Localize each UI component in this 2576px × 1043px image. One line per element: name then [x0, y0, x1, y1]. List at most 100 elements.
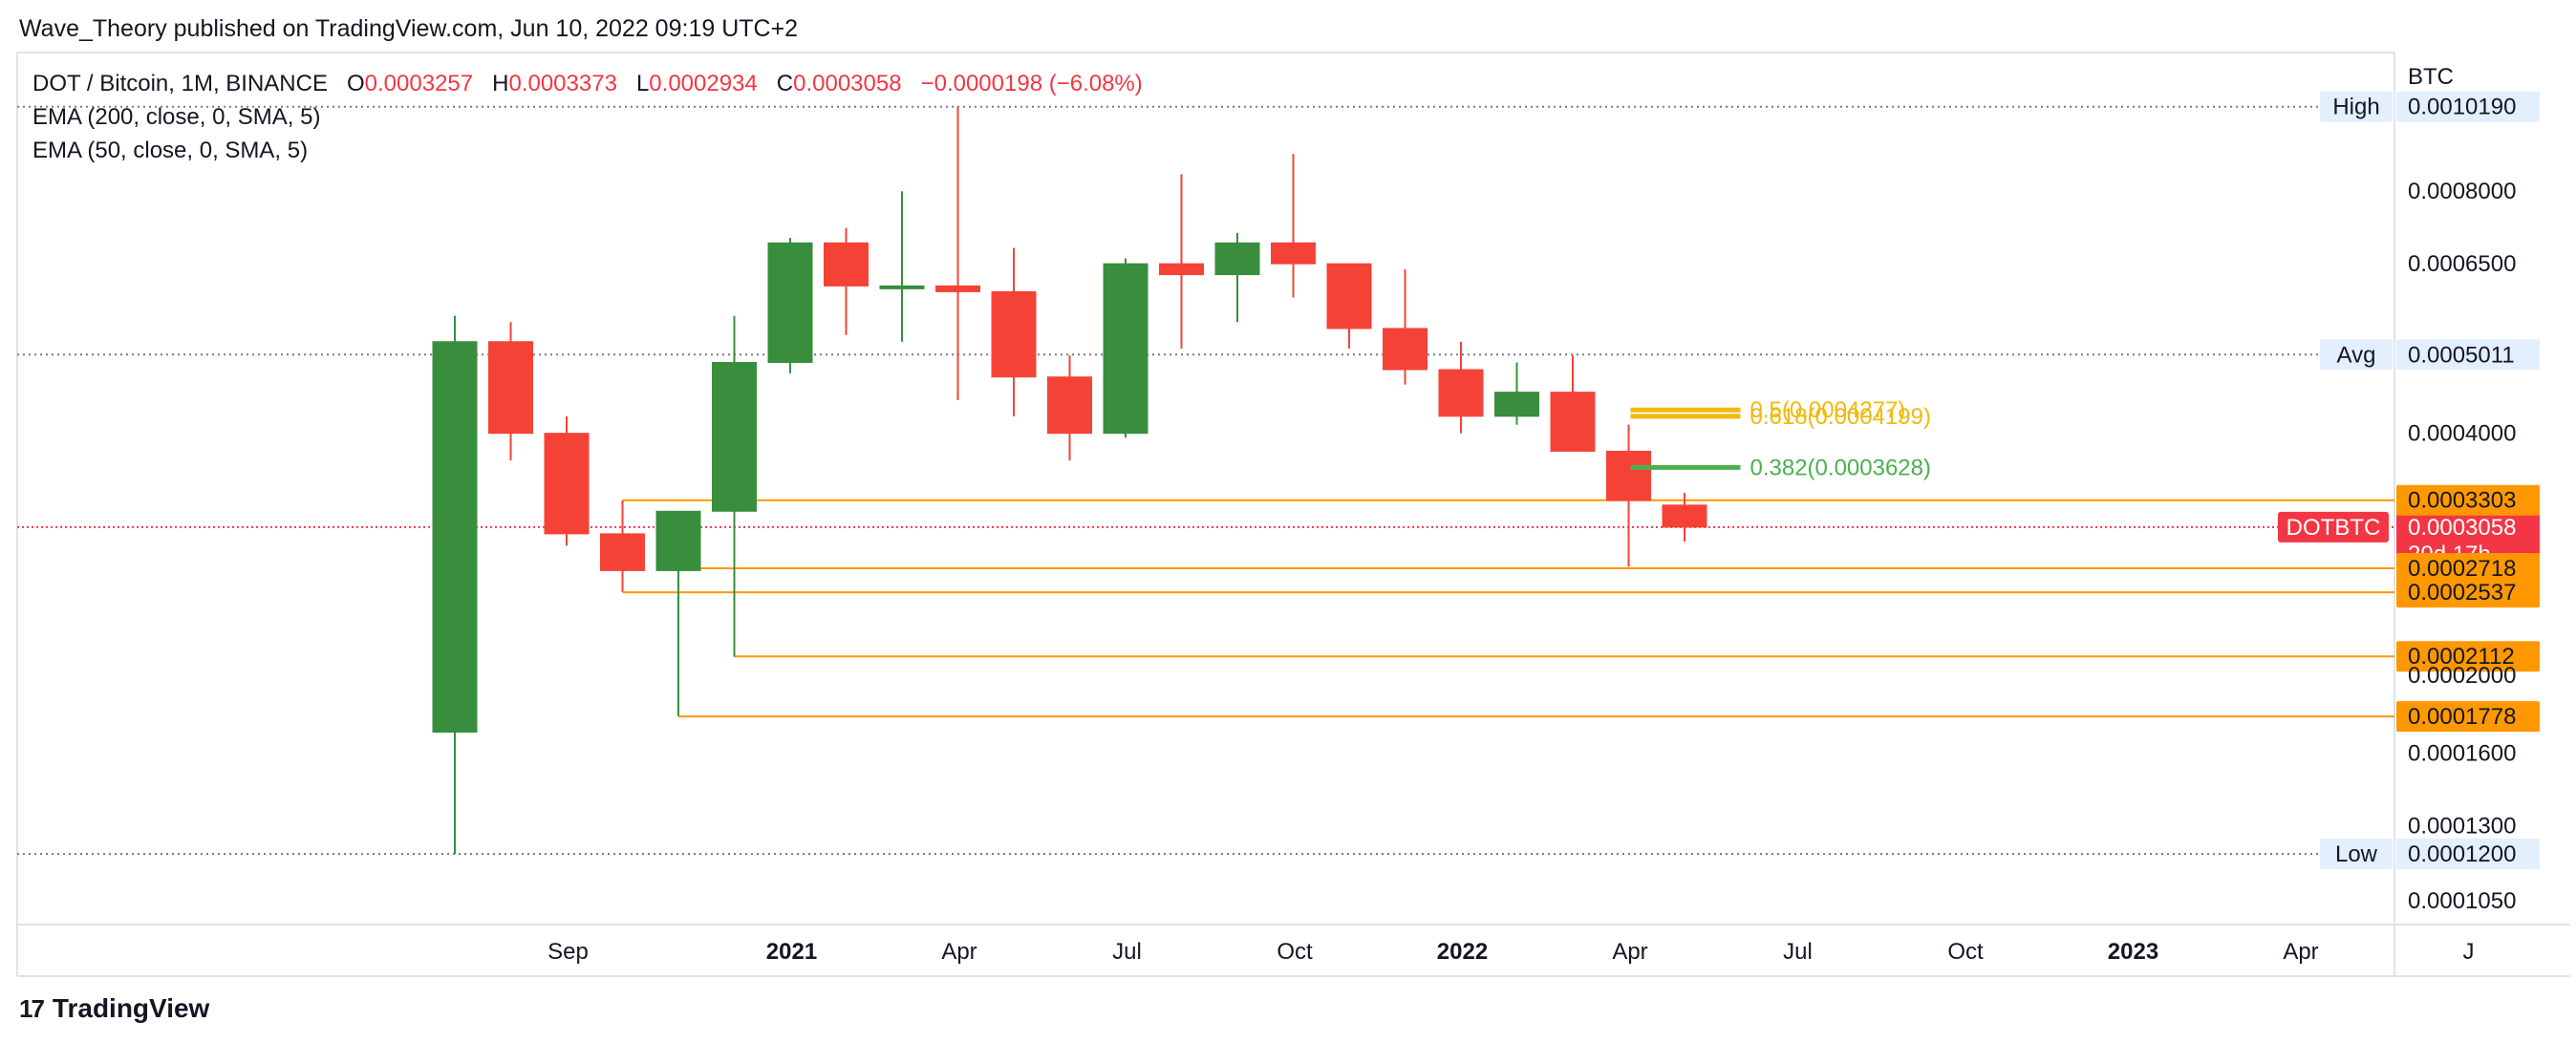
reference-value-label: 0.0001200 [2408, 841, 2516, 867]
tradingview-logo[interactable]: 17 TradingView [19, 993, 209, 1024]
x-tick-label: Jul [1112, 939, 1142, 965]
high-value: 0.0003373 [508, 71, 617, 96]
fibonacci-levels: 0.5(0.0004277)0.618(0.0004199) 0.382(0.00… [1630, 397, 1932, 480]
candle-down [1326, 263, 1372, 349]
candle-body [1103, 263, 1148, 435]
y-tick-label: 0.0004000 [2408, 421, 2516, 447]
price-tag-value: 0.0003058 [2408, 515, 2516, 541]
candle-body [655, 510, 701, 571]
reference-tag-bg [2320, 91, 2393, 122]
currency-label: BTC [2408, 64, 2454, 90]
support-tag-bg [2396, 484, 2540, 516]
candle-body [488, 341, 533, 435]
candle-body [1159, 263, 1204, 276]
reference-value-label: 0.0005011 [2408, 342, 2515, 368]
candle-up [1103, 258, 1148, 438]
candle-down [600, 500, 645, 592]
low-label: L [635, 71, 650, 96]
candle-down [935, 106, 980, 400]
candle-down [1662, 493, 1707, 543]
reference-lines: High 0.0010190 Avg 0.0005011 Low 0.0001200 DOT… [17, 91, 2540, 869]
candle-body [1047, 376, 1092, 435]
tradingview-logo-icon: 17 [19, 993, 45, 1023]
candle-up [655, 510, 701, 716]
chart-frame [16, 52, 2570, 977]
time-axis[interactable]: Sep 2021 Apr Jul Oct 2022 Apr Jul Oct 2023 Apr J [547, 939, 2474, 965]
candle-down [488, 322, 533, 461]
candle-body [432, 341, 478, 734]
symbol-tag-bg [2278, 511, 2389, 543]
fib-label: 0.5(0.0004277) [1750, 397, 1906, 423]
candle-down [1383, 268, 1428, 385]
fib-label: 0.618(0.0004199) [1750, 404, 1932, 430]
brand-name: TradingView [52, 993, 210, 1023]
chart-legend: DOT / Bitcoin, 1M, BINANCE O0.0003257 H0… [32, 67, 1143, 167]
candle-down [1159, 174, 1204, 349]
x-tick-label: Apr [941, 939, 977, 965]
candle-body [1438, 369, 1484, 417]
support-tag-bg [2396, 641, 2540, 672]
candle-body [1662, 504, 1707, 528]
support-tag-label: 0.0003303 [2408, 488, 2516, 514]
x-tick-label: 2021 [766, 939, 817, 965]
candle-up [879, 191, 925, 342]
candle-down [991, 247, 1037, 416]
candle-down [1606, 424, 1651, 567]
close-label: C [776, 71, 794, 96]
support-tag-bg [2396, 552, 2540, 584]
candle-body [1214, 242, 1260, 276]
candle-body [1383, 328, 1428, 371]
candle-body [1326, 263, 1372, 330]
ema50-legend[interactable]: EMA (50, close, 0, SMA, 5) [32, 138, 309, 163]
candle-body [824, 242, 869, 287]
candle-down [544, 415, 590, 546]
ema200-legend[interactable]: EMA (200, close, 0, SMA, 5) [32, 104, 321, 130]
price-axis[interactable]: 0.00080000.00065000.00040000.00020000.00… [2408, 179, 2516, 914]
candle-up [767, 238, 813, 373]
candle-up [432, 315, 478, 854]
support-tag-label: 0.0002112 [2408, 644, 2515, 670]
candle-body [1271, 242, 1316, 265]
candle-down [1550, 355, 1596, 452]
x-tick-label: Oct [1277, 939, 1313, 965]
y-tick-label: 0.0001050 [2408, 888, 2516, 914]
candle-down [824, 227, 869, 335]
candle-body [544, 433, 590, 535]
symbol-title[interactable]: DOT / Bitcoin, 1M, BINANCE [32, 71, 328, 96]
x-tick-label: 2022 [1437, 939, 1488, 965]
reference-value-label: 0.0010190 [2408, 95, 2516, 120]
candles [432, 106, 1707, 854]
reference-value-bg [2396, 91, 2540, 122]
candle-body [1494, 392, 1539, 417]
support-levels: 0.00033030.00027180.00025370.00021120.00… [622, 484, 2540, 733]
y-tick-label: 0.0006500 [2408, 251, 2516, 277]
x-tick-label: J [2463, 939, 2475, 965]
open-label: O [346, 71, 365, 96]
reference-tag-bg [2320, 339, 2393, 371]
candle-body [712, 361, 757, 512]
support-tag-bg [2396, 577, 2540, 608]
close-value: 0.0003058 [793, 71, 902, 96]
y-tick-label: 0.0001600 [2408, 741, 2516, 767]
support-tag-bg [2396, 701, 2540, 733]
y-tick-label: 0.0008000 [2408, 179, 2516, 204]
reference-value-bg [2396, 838, 2540, 869]
ohlc-legend-line: DOT / Bitcoin, 1M, BINANCE O0.0003257 H0… [32, 67, 1143, 100]
x-tick-label: Oct [1947, 939, 1984, 965]
candle-down [1047, 355, 1092, 461]
x-tick-label: Jul [1783, 939, 1813, 965]
y-tick-label: 0.0001300 [2408, 814, 2516, 840]
support-tag-label: 0.0002537 [2408, 580, 2516, 606]
candle-body [1606, 450, 1651, 501]
high-label: H [492, 71, 509, 96]
candle-body [600, 533, 645, 571]
reference-tag-label: Low [2335, 841, 2378, 867]
candle-up [712, 315, 757, 657]
candle-body [991, 290, 1037, 378]
reference-tag-label: Avg [2337, 342, 2376, 368]
candle-body [935, 285, 980, 292]
candle-up [1214, 232, 1260, 323]
candle-body [879, 285, 925, 289]
x-tick-label: Apr [1612, 939, 1647, 965]
